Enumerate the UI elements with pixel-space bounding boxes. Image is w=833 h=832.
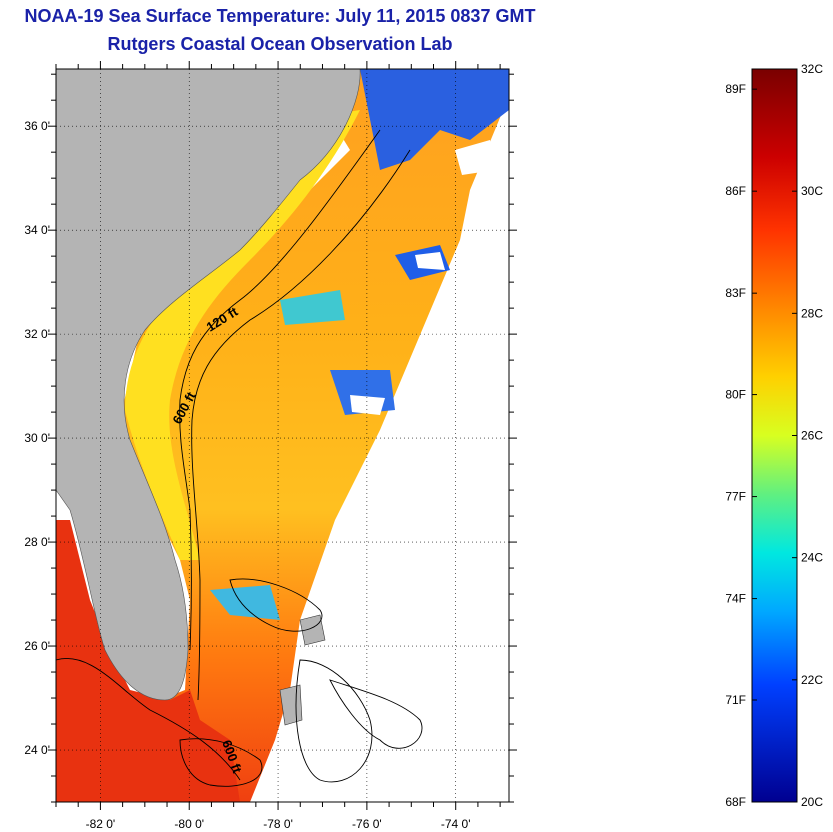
map-tick-labels: 24 0' 26 0' 28 0' 30 0' 32 0' 34 0' 36 0' -82 0… (24, 119, 470, 831)
gulf-warm-water (56, 520, 240, 802)
cloud-patch-2 (415, 252, 445, 270)
shelf-water (125, 110, 360, 560)
map-frame (55, 68, 510, 803)
colorbar (751, 68, 798, 803)
colorbar-f-label: 80F (725, 388, 746, 402)
colorbar-c-label: 26C (801, 429, 823, 443)
contour-bahamas-3 (229, 578, 323, 632)
lon-tick-label: -82 0' (86, 817, 116, 831)
contour-120ft (179, 129, 381, 651)
colorbar-f-label: 74F (725, 592, 746, 606)
cloud-patch-1 (350, 395, 385, 415)
land-bahamas-1 (299, 614, 326, 646)
colorbar-c-label: 28C (801, 306, 823, 320)
contour-bahamas-1 (295, 659, 373, 783)
lon-tick-label: -74 0' (441, 817, 471, 831)
colorbar-f-label: 68F (725, 795, 746, 809)
contour-gulf-2 (179, 738, 263, 787)
colorbar-f-label: 86F (725, 184, 746, 198)
lat-tick-label: 26 0' (24, 639, 50, 653)
colorbar-c-label: 24C (801, 551, 823, 565)
contour-gulf-1 (56, 658, 241, 781)
colorbar-f-label: 77F (725, 490, 746, 504)
contour-bahamas-2 (329, 679, 423, 749)
sst-layer (56, 69, 509, 802)
lon-tick-label: -76 0' (352, 817, 382, 831)
sst-swath (56, 69, 509, 802)
lat-tick-label: 36 0' (24, 119, 50, 133)
colorbar-c-label: 22C (801, 673, 823, 687)
lon-tick-label: -80 0' (174, 817, 204, 831)
lon-tick-label: -78 0' (263, 817, 293, 831)
lat-tick-label: 24 0' (24, 743, 50, 757)
colorbar-c-label: 30C (801, 184, 823, 198)
map-ticks (48, 61, 517, 810)
contour-600ft (191, 149, 411, 701)
colorbar-f-label: 71F (725, 693, 746, 707)
lat-tick-label: 34 0' (24, 223, 50, 237)
cloud-patch-3 (455, 140, 495, 175)
cool-eddy-3 (280, 290, 345, 325)
lat-tick-label: 30 0' (24, 431, 50, 445)
map-title: NOAA-19 Sea Surface Temperature: July 11… (24, 6, 536, 26)
colorbar-c-label: 32C (801, 62, 823, 76)
colorbar-f-label: 83F (725, 286, 746, 300)
lat-tick-label: 32 0' (24, 327, 50, 341)
colorbar-c-label: 20C (801, 795, 823, 809)
map-subtitle: Rutgers Coastal Ocean Observation Lab (107, 34, 453, 54)
northern-cool-water (360, 69, 509, 170)
cool-eddy-4 (210, 585, 280, 620)
bathymetry-contours (56, 129, 423, 787)
lat-tick-label: 28 0' (24, 535, 50, 549)
colorbar-labels: 89F 86F 83F 80F 77F 74F 71F 68F 32C 30C 28C 26C 24C 2… (725, 62, 823, 809)
colorbar-f-label: 89F (725, 82, 746, 96)
